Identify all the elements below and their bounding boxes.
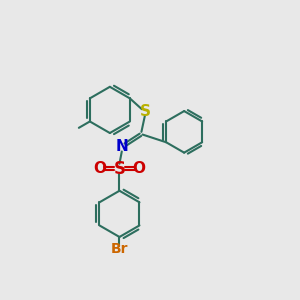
Text: O: O (93, 161, 106, 176)
Text: N: N (116, 140, 128, 154)
Text: S: S (113, 160, 125, 178)
Text: O: O (133, 161, 146, 176)
Text: S: S (140, 103, 150, 118)
Text: Br: Br (111, 242, 128, 256)
